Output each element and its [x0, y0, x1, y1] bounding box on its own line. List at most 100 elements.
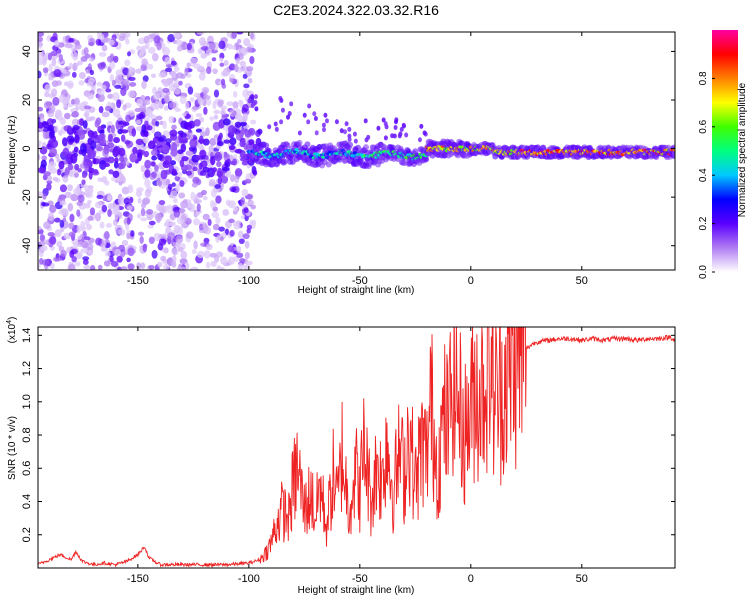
- spectrogram-cell: [172, 241, 177, 248]
- spectrogram-cell: [127, 51, 132, 57]
- spectrogram-cell: [185, 170, 193, 176]
- spectrogram-cell: [389, 144, 396, 151]
- spectrogram-cell: [70, 264, 76, 270]
- spectrogram-cell: [41, 58, 47, 66]
- spectrogram-cell: [205, 261, 211, 269]
- spectrogram-cell: [109, 74, 115, 82]
- spectrogram-cell: [50, 50, 58, 57]
- spectrogram-cell: [156, 42, 162, 51]
- spectrogram-cell: [39, 234, 45, 242]
- spectrogram-cell: [95, 143, 101, 152]
- spectrogram-cell: [203, 213, 210, 221]
- snr-x-label: Height of straight line (km): [298, 585, 415, 596]
- spectrogram-cell: [178, 207, 185, 214]
- x-tick-label: -100: [238, 573, 260, 585]
- spectrogram-cell: [214, 184, 221, 190]
- spectrogram-cell: [263, 142, 270, 149]
- spectrogram-cell: [208, 182, 217, 187]
- spectrogram-cell: [175, 72, 184, 79]
- spectrogram-cell: [158, 233, 167, 239]
- spectrogram-cell: [101, 204, 108, 213]
- spectrogram-cell: [244, 240, 250, 249]
- spectrogram-cell: [59, 200, 67, 206]
- spectrogram-cell: [157, 87, 163, 96]
- spectrogram-cell: [105, 251, 111, 257]
- spectrogram-cell: [148, 264, 155, 270]
- spectrogram-cell: [363, 144, 370, 151]
- spectrogram-cell: [184, 101, 190, 110]
- colorbar-tick-label: 0.0: [698, 265, 709, 279]
- spectrogram-cell: [77, 194, 85, 203]
- spectrogram-cell: [393, 125, 398, 131]
- spectrogram-cell: [218, 226, 225, 232]
- spectrogram-cell: [192, 166, 198, 172]
- spectrogram-cell: [227, 43, 233, 50]
- spectrogram-cell: [107, 133, 113, 143]
- spectrogram-cell: [217, 176, 223, 185]
- spectrogram-cell: [101, 111, 110, 118]
- spectrogram-cell: [88, 238, 93, 245]
- spectrogram-cell: [86, 93, 94, 100]
- spectrogram-cell: [195, 113, 203, 118]
- spectrogram-cell: [142, 135, 149, 144]
- spectrogram-cell: [209, 155, 216, 166]
- spectrogram-cell: [216, 265, 222, 270]
- spectrogram-cell: [113, 136, 120, 144]
- spectrogram-cell: [108, 61, 116, 70]
- spectrogram-cell: [184, 67, 189, 76]
- spectrogram-cell: [115, 69, 124, 77]
- spectrogram-cell: [154, 101, 160, 110]
- spectrogram-cell: [235, 57, 241, 65]
- spectrogram-cell: [42, 202, 50, 207]
- spectrogram-cell: [672, 148, 675, 152]
- spectrogram-cell: [71, 118, 79, 127]
- spectrogram-cell: [72, 124, 80, 131]
- spectrogram-cell: [71, 63, 78, 71]
- spectrogram-cell: [161, 144, 170, 154]
- spectrogram-cell: [154, 164, 159, 172]
- spectrogram-cell: [87, 199, 92, 205]
- spectrogram-cell: [237, 38, 242, 44]
- spectrogram-cell: [164, 155, 172, 164]
- spectrogram-cell: [168, 101, 177, 109]
- spectrogram-cell: [218, 132, 223, 139]
- spectrogram-cell: [143, 99, 151, 106]
- spectrogram-cell: [212, 167, 217, 173]
- spectrogram-cell: [198, 223, 204, 231]
- spectrogram-cell: [153, 92, 160, 100]
- spectrogram-cell: [107, 156, 115, 164]
- spectrogram-cell: [232, 91, 238, 98]
- spectrogram-cell: [127, 247, 135, 257]
- spectrogram-cell: [78, 105, 85, 111]
- spectrogram-cell: [393, 119, 398, 125]
- spectrogram-cell: [42, 121, 49, 129]
- spectrogram-cell: [252, 101, 257, 107]
- spectrogram-cell: [240, 196, 246, 206]
- spectrogram-cell: [76, 251, 83, 259]
- spectrogram-cell: [73, 146, 79, 153]
- spectrogram-cell: [38, 191, 44, 197]
- colorbar-tick-label: 0.8: [698, 71, 709, 85]
- spectrogram-cell: [217, 167, 223, 177]
- spectrogram-cell: [185, 150, 194, 156]
- spectrogram-cell: [61, 137, 68, 147]
- spectrogram-cell: [169, 160, 177, 166]
- spectrogram-cell: [48, 63, 53, 72]
- spectrogram-cell: [68, 37, 75, 43]
- spectrogram-cell: [144, 188, 152, 198]
- spectrogram-cell: [150, 149, 158, 156]
- spectrogram-cell: [66, 246, 72, 254]
- spectrogram-cell: [172, 197, 178, 203]
- spectrogram-cell: [63, 112, 71, 120]
- spectrogram-cell: [228, 145, 236, 151]
- spectrogram-cell: [49, 147, 58, 158]
- spectrogram-cell: [91, 150, 97, 158]
- spectrogram-cell: [161, 42, 166, 52]
- spectrogram-cell: [92, 169, 99, 174]
- spectrogram-cell: [202, 223, 208, 229]
- spectrogram-cell: [202, 196, 208, 201]
- spectrogram-cell: [163, 205, 170, 210]
- spectrogram-cell: [176, 266, 183, 270]
- spectrogram-cell: [46, 180, 53, 185]
- spectrogram-cell: [312, 111, 317, 117]
